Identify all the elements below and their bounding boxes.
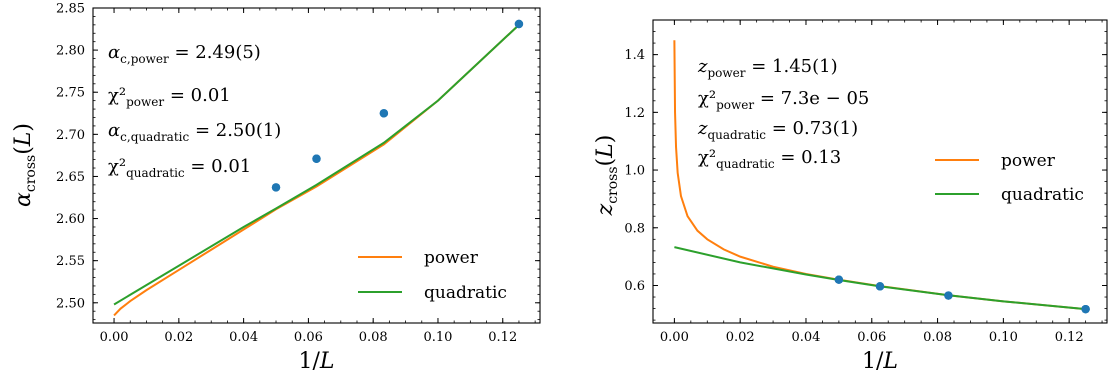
data-point-marker	[834, 275, 844, 284]
fit-annotation-symbol: α	[108, 42, 120, 63]
data-point-marker	[875, 282, 885, 291]
fit-annotation: χ²quadratic = 0.13	[698, 147, 841, 171]
fit-annotation-value: = 0.73(1)	[766, 118, 858, 139]
plot-frame	[92, 7, 541, 324]
fit-annotation-value: = 7.3e − 05	[754, 88, 869, 109]
fit-annotation: αc,quadratic = 2.50(1)	[108, 120, 281, 144]
fit-annotation: χ²power = 7.3e − 05	[698, 88, 869, 112]
x-axis-label-num: 1/	[862, 349, 884, 374]
y-tick-label: 0.8	[624, 221, 645, 236]
y-axis-label: zcross(L)	[593, 135, 621, 217]
y-tick-label: 2.70	[56, 128, 85, 143]
y-tick-label: 2.80	[56, 44, 85, 59]
y-tick-label: 2.75	[56, 86, 85, 101]
fit-annotation-value: = 0.01	[164, 85, 231, 106]
fit-annotation-value: = 0.01	[185, 156, 252, 177]
series-line-quadratic	[113, 24, 520, 306]
y-axis-label-main: α	[11, 192, 36, 207]
x-tick-label: 0.08	[359, 330, 388, 345]
y-axis-label-sub: cross	[23, 155, 39, 192]
x-axis-label-num: 1/	[298, 349, 320, 374]
legend-label-power: power	[424, 248, 479, 268]
y-axis-label-var: L	[593, 143, 618, 159]
fit-annotation-value: = 2.49(5)	[169, 42, 261, 63]
y-axis-label-sub: cross	[605, 166, 621, 203]
fit-annotation: χ²power = 0.01	[108, 85, 231, 109]
fit-annotation-sub: power	[707, 66, 745, 80]
series-line-power	[113, 24, 520, 317]
y-tick-label: 2.60	[56, 212, 85, 227]
x-tick-label: 0.10	[989, 330, 1018, 345]
legend-label-power: power	[1001, 151, 1056, 171]
data-point-marker	[944, 291, 953, 300]
data-point-marker	[379, 109, 389, 118]
fit-annotation-symbol: χ²	[108, 85, 126, 106]
y-axis-label-open: (	[11, 146, 36, 155]
chart-2: 0.00 0.02 0.04 0.06 0.08 0.10 0.12 0.6 0.8 1.0 1.2…	[593, 19, 1108, 374]
fit-annotation-sub: c,power	[120, 52, 169, 66]
fit-annotation-symbol: α	[108, 120, 120, 141]
series-line-power	[673, 40, 1086, 311]
y-tick-label: 2.50	[56, 296, 85, 311]
x-tick-label: 0.00	[100, 330, 129, 345]
x-tick-label: 0.10	[423, 330, 452, 345]
data-point-marker	[271, 183, 281, 192]
data-point-marker	[312, 154, 321, 163]
y-tick-label: 0.6	[624, 279, 645, 294]
fit-annotation-value: = 1.45(1)	[746, 56, 838, 77]
x-tick-label: 0.06	[294, 330, 323, 345]
y-tick-label: 1.0	[624, 164, 645, 179]
x-axis-label: 1/L	[862, 349, 898, 374]
x-tick-label: 0.00	[660, 330, 689, 345]
y-axis-label-main: z	[593, 203, 618, 216]
fit-annotation-sub: c,quadratic	[120, 130, 189, 144]
y-tick-label: 2.65	[56, 170, 85, 185]
y-axis-label-var: L	[11, 132, 36, 148]
y-tick-label: 1.4	[624, 48, 645, 63]
fit-annotation-sub: power	[716, 98, 754, 112]
x-tick-label: 0.08	[923, 330, 952, 345]
fit-annotation-symbol: z	[697, 118, 708, 139]
y-tick-label: 2.85	[56, 2, 85, 17]
fit-annotation-sub: quadratic	[707, 128, 766, 142]
plot-frame	[652, 19, 1108, 324]
fit-annotation-symbol: z	[697, 56, 708, 77]
x-tick-label: 0.02	[726, 330, 755, 345]
fit-annotation-sub: power	[126, 95, 164, 109]
x-tick-label: 0.02	[164, 330, 193, 345]
fit-annotation: χ²quadratic = 0.01	[108, 156, 251, 180]
y-tick-label: 1.2	[624, 106, 645, 121]
fit-annotation-value: = 0.13	[775, 147, 842, 168]
data-point-marker	[1081, 304, 1090, 314]
y-axis-label-open: (	[593, 158, 618, 167]
fit-annotation-symbol: χ²	[698, 147, 716, 168]
x-axis-label-var: L	[882, 349, 898, 374]
x-axis-label-var: L	[319, 349, 335, 374]
y-tick-label: 2.55	[56, 254, 85, 269]
x-axis-label: 1/L	[298, 349, 334, 374]
fit-annotation-symbol: χ²	[108, 156, 126, 177]
y-axis-label-close: )	[11, 123, 36, 132]
x-tick-label: 0.04	[792, 330, 821, 345]
x-tick-label: 0.06	[857, 330, 886, 345]
fit-annotation-sub: quadratic	[126, 166, 185, 180]
x-tick-label: 0.12	[488, 330, 517, 345]
fit-annotation-symbol: χ²	[698, 88, 716, 109]
x-tick-label: 0.04	[229, 330, 258, 345]
series-line-quadratic	[674, 246, 1086, 311]
y-axis-label: αcross(L)	[11, 123, 39, 207]
legend-label-quadratic: quadratic	[1001, 185, 1084, 205]
data-point-marker	[514, 19, 524, 29]
fit-annotation-sub: quadratic	[716, 157, 775, 171]
fit-annotation: zpower = 1.45(1)	[697, 56, 838, 80]
legend-label-quadratic: quadratic	[424, 283, 507, 303]
fit-annotation: αc,power = 2.49(5)	[108, 42, 261, 66]
fit-annotation: zquadratic = 0.73(1)	[697, 118, 858, 142]
fit-annotation-value: = 2.50(1)	[189, 120, 281, 141]
x-tick-label: 0.12	[1055, 330, 1084, 345]
y-axis-label-close: )	[593, 135, 618, 144]
chart-1: 0.00 0.02 0.04 0.06 0.08 0.10 0.12 2.50 2.55 2.60…	[11, 2, 541, 374]
